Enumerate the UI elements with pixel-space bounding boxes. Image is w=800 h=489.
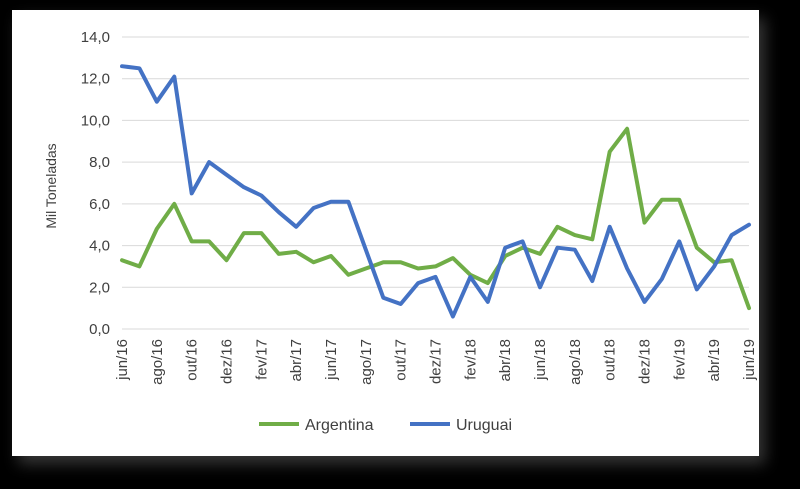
y-tick-label: 10,0 — [81, 112, 110, 129]
legend: Argentina Uruguai — [259, 417, 512, 434]
x-tick-label: fev/19 — [671, 339, 688, 380]
gridlines — [122, 36, 749, 330]
y-tick-label: 6,0 — [89, 196, 110, 213]
x-tick-label: dez/17 — [428, 339, 445, 384]
x-tick-label: ago/16 — [149, 339, 166, 385]
x-tick-label: out/17 — [393, 339, 410, 381]
y-tick-label: 0,0 — [89, 321, 110, 338]
y-tick-label: 14,0 — [81, 29, 110, 46]
chart-card: 0,0 2,0 4,0 6,0 8,0 10,0 12,0 14,0 jun/16 ago/16… — [12, 10, 759, 456]
x-tick-label: fev/17 — [253, 339, 270, 380]
x-axis-tick-labels: jun/16 ago/16 out/16 dez/16 fev/17 abr/17 jun/… — [114, 339, 758, 385]
x-tick-label: ago/18 — [567, 339, 584, 385]
x-tick-label: dez/16 — [219, 339, 236, 384]
x-tick-label: abr/18 — [497, 339, 514, 382]
x-tick-label: abr/17 — [288, 339, 305, 382]
x-tick-label: dez/18 — [637, 339, 654, 384]
y-axis-tick-labels: 0,0 2,0 4,0 6,0 8,0 10,0 12,0 14,0 — [81, 29, 110, 338]
series-lines — [120, 64, 751, 319]
series-line-argentina — [120, 126, 751, 311]
y-axis-title: Mil Toneladas — [43, 143, 59, 228]
line-chart: 0,0 2,0 4,0 6,0 8,0 10,0 12,0 14,0 jun/16 ago/16… — [43, 29, 758, 434]
x-tick-label: ago/17 — [358, 339, 375, 385]
x-tick-label: jun/17 — [323, 339, 340, 381]
y-tick-label: 4,0 — [89, 238, 110, 255]
y-tick-label: 2,0 — [89, 279, 110, 296]
x-tick-label: abr/19 — [706, 339, 723, 382]
x-tick-label: jun/18 — [532, 339, 549, 381]
x-tick-label: jun/19 — [741, 339, 758, 381]
series-line-uruguai — [120, 64, 751, 319]
legend-label-uruguai: Uruguai — [456, 417, 512, 434]
y-tick-label: 12,0 — [81, 71, 110, 88]
legend-label-argentina: Argentina — [305, 417, 374, 434]
y-tick-label: 8,0 — [89, 154, 110, 171]
x-tick-label: fev/18 — [462, 339, 479, 380]
x-tick-label: out/18 — [602, 339, 619, 381]
x-tick-label: out/16 — [184, 339, 201, 381]
x-tick-label: jun/16 — [114, 339, 131, 381]
